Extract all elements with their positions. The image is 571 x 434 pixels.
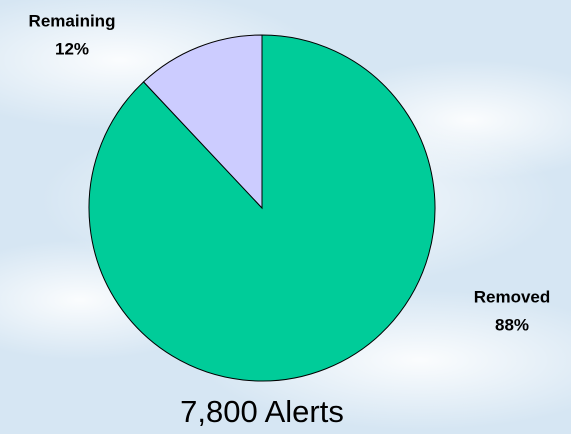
slice-value-label: 88% — [495, 315, 529, 334]
slice-value-label: 12% — [55, 39, 89, 58]
chart-title: 7,800 Alerts — [180, 394, 344, 429]
slice-label: Removed — [474, 287, 551, 306]
slice-label: Remaining — [29, 11, 116, 30]
pie-slice — [142, 34, 263, 210]
